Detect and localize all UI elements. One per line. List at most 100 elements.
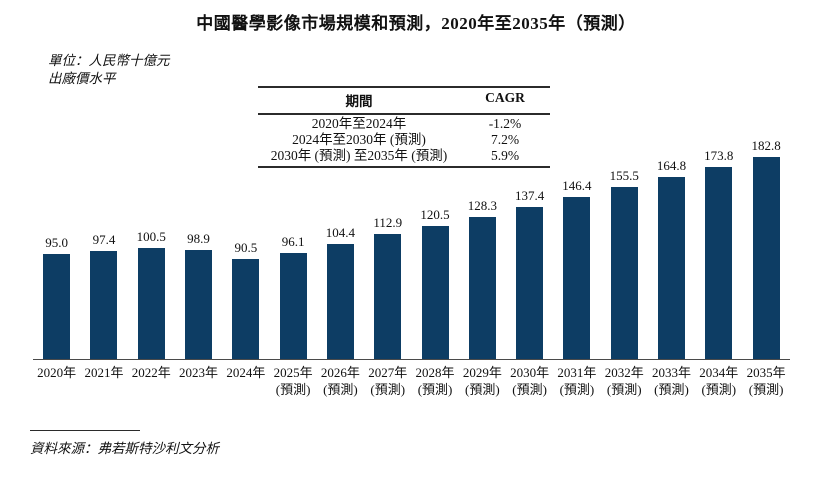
x-axis-year: 2033年 — [652, 365, 692, 380]
bar — [232, 259, 260, 359]
cagr-table-body: 2020年至2024年 -1.2% 2024年至2030年 (預測) 7.2% 2030… — [258, 115, 550, 166]
bar-column: 120.5 — [411, 207, 458, 359]
x-axis-forecast-suffix: (預測) — [748, 382, 784, 397]
unit-note: 單位：人民幣十億元 出廠價水平 — [48, 52, 170, 87]
x-axis-tick-label: 2028年 (預測) — [411, 364, 458, 398]
x-axis-year: 2027年 — [368, 365, 408, 380]
source-divider-line — [30, 430, 140, 431]
x-axis-forecast-suffix: (預測) — [654, 382, 689, 397]
bar-value-label: 137.4 — [514, 188, 545, 204]
x-axis-forecast-suffix: (預測) — [370, 382, 406, 397]
bar — [137, 247, 165, 359]
x-axis-year: 2028年 — [415, 365, 455, 380]
bar — [516, 207, 544, 359]
bar-value-label: 100.5 — [136, 228, 166, 244]
bar-column: 173.8 — [695, 148, 742, 359]
cagr-period-cell: 2030年 (預測) 至2035年 (預測) — [270, 148, 448, 163]
x-axis-tick-label: 2022年 — [128, 364, 175, 398]
x-axis-year: 2032年 — [604, 365, 644, 380]
x-axis-year: 2031年 — [557, 365, 597, 380]
x-axis-forecast-suffix: (預測) — [606, 382, 642, 397]
bar — [279, 252, 307, 359]
x-axis-forecast-suffix: (預測) — [323, 382, 358, 397]
x-axis-tick-label: 2029年 (預測) — [459, 364, 506, 398]
bar — [468, 217, 496, 359]
unit-note-line2: 出廠價水平 — [48, 70, 116, 86]
bar — [658, 176, 685, 359]
x-axis-year: 2025年 — [273, 365, 313, 380]
x-axis-year: 2021年 — [84, 365, 124, 380]
x-axis-forecast-suffix: (預測) — [275, 382, 311, 397]
bar — [185, 249, 213, 359]
bar-column: 182.8 — [742, 138, 789, 359]
x-axis-labels: 2020年 2021年 2022年 2023年 2024年 2025年 (預測) 2026年 (… — [33, 360, 790, 398]
cagr-table-row: 2024年至2030年 (預測) 7.2% — [258, 132, 550, 148]
cagr-table-header: 期間 CAGR — [258, 88, 550, 115]
x-axis-forecast-suffix: (預測) — [559, 382, 595, 397]
bar-column: 104.4 — [317, 225, 364, 359]
bar — [43, 254, 71, 359]
cagr-value-cell: 7.2% — [490, 132, 520, 147]
x-axis-year: 2022年 — [131, 365, 171, 380]
bar-value-label: 98.9 — [187, 230, 210, 246]
bar-value-label: 128.3 — [467, 198, 497, 214]
bar-value-label: 146.4 — [562, 178, 592, 194]
bar-value-label: 90.5 — [234, 240, 258, 255]
bars-row: 95.0 97.4 100.5 98.9 90.5 96.1 104.4 112.9 120.5… — [33, 136, 790, 360]
bar — [610, 187, 638, 359]
bar-value-label: 120.5 — [420, 206, 450, 222]
chart-title: 中國醫學影像市場規模和預測，2020年至2035年（預測） — [196, 14, 636, 33]
bar-column: 96.1 — [269, 234, 316, 359]
bar-column: 112.9 — [364, 215, 411, 359]
bar — [326, 243, 354, 359]
cagr-period-cell: 2024年至2030年 (預測) — [292, 132, 426, 147]
source-text: 資料來源：弗若斯特沙利文分析 — [30, 441, 219, 456]
x-axis-tick-label: 2034年 (預測) — [695, 364, 742, 398]
bar-column: 146.4 — [553, 178, 600, 359]
bar-value-label: 182.8 — [751, 138, 781, 153]
bar-value-label: 97.4 — [92, 232, 116, 248]
x-axis-tick-label: 2024年 — [222, 364, 269, 398]
cagr-value-cell: 5.9% — [490, 148, 520, 163]
cagr-period-cell: 2020年至2024年 — [311, 116, 407, 131]
x-axis-year: 2034年 — [699, 365, 739, 380]
bar-column: 97.4 — [80, 232, 127, 359]
cagr-table-row: 2030年 (預測) 至2035年 (預測) 5.9% — [258, 148, 550, 164]
bar — [705, 166, 733, 359]
x-axis-forecast-suffix: (預測) — [417, 382, 453, 397]
bar-column: 98.9 — [175, 231, 222, 359]
bar-value-label: 173.8 — [704, 147, 734, 163]
bar-value-label: 104.4 — [325, 224, 356, 240]
bar — [563, 197, 591, 359]
x-axis-year: 2024年 — [226, 365, 266, 380]
cagr-value-cell: -1.2% — [488, 116, 522, 131]
x-axis-tick-label: 2021年 — [80, 364, 127, 398]
unit-note-line1: 單位：人民幣十億元 — [48, 53, 170, 68]
source-note: 資料來源：弗若斯特沙利文分析 — [30, 430, 219, 457]
x-axis-tick-label: 2035年 (預測) — [742, 364, 789, 398]
x-axis-year: 2035年 — [746, 365, 786, 380]
x-axis-tick-label: 2020年 — [33, 364, 80, 398]
bar-value-label: 155.5 — [609, 168, 639, 184]
x-axis-tick-label: 2033年 (預測) — [648, 364, 695, 398]
bar — [374, 234, 402, 359]
bar-value-label: 164.8 — [656, 157, 687, 173]
bar-column: 164.8 — [648, 158, 695, 359]
bar-column: 155.5 — [601, 168, 648, 359]
x-axis-year: 2023年 — [179, 365, 219, 380]
bar-column: 95.0 — [33, 235, 80, 359]
x-axis-tick-label: 2026年 (預測) — [317, 364, 364, 398]
x-axis-year: 2030年 — [510, 365, 550, 380]
bar — [421, 225, 449, 359]
bar-column: 100.5 — [128, 229, 175, 359]
x-axis-year: 2026年 — [320, 365, 360, 380]
cagr-header-period: 期間 — [345, 94, 373, 109]
bar-column: 90.5 — [222, 240, 269, 359]
x-axis-tick-label: 2032年 (預測) — [601, 364, 648, 398]
x-axis-forecast-suffix: (預測) — [701, 382, 737, 397]
bar-value-label: 96.1 — [281, 233, 305, 249]
bar — [752, 157, 780, 359]
x-axis-tick-label: 2023年 — [175, 364, 222, 398]
cagr-header-cagr: CAGR — [485, 90, 525, 105]
